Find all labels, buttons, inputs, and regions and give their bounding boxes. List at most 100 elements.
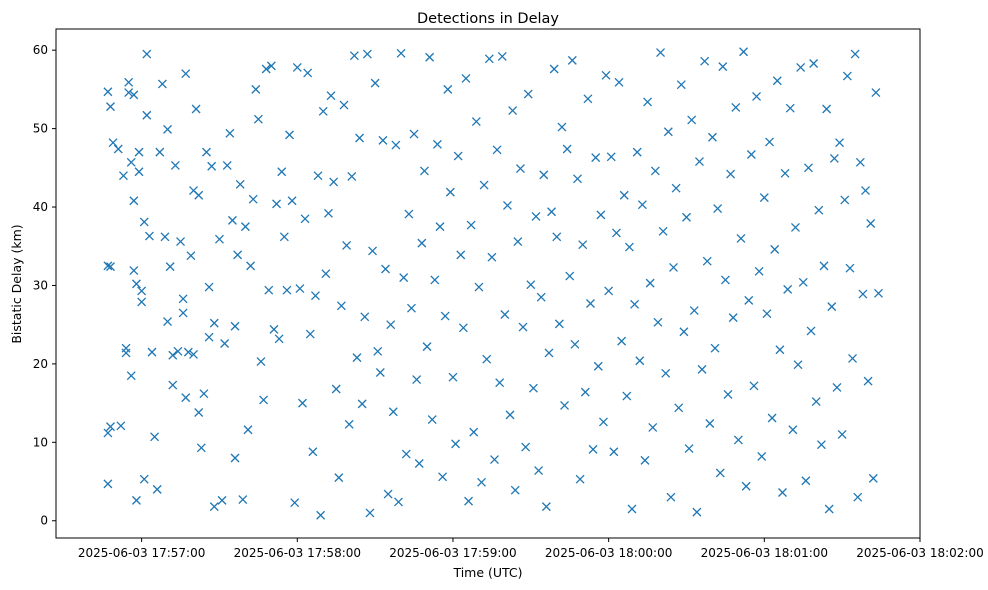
data-point [715,468,725,478]
data-point [780,168,790,178]
data-point [292,62,302,72]
data-point [285,130,294,140]
data-point [497,51,507,61]
data-point [106,102,115,112]
data-point [694,157,704,167]
data-point [689,306,699,316]
data-point [196,443,206,453]
data-point [261,64,271,74]
scatter-markers [103,47,883,520]
data-point [726,169,736,179]
data-point [388,407,398,417]
data-point [741,481,751,491]
data-point [217,495,227,505]
data-point [378,135,388,145]
data-point [362,49,372,59]
data-point [630,299,640,309]
data-point [199,389,209,399]
data-point [853,492,863,502]
data-point [707,132,717,142]
data-point [183,347,193,357]
data-point [500,310,510,319]
data-point [137,286,147,296]
data-point [298,398,307,408]
data-point [663,127,673,137]
data-point [871,88,881,97]
data-point [759,193,769,203]
data-point [129,266,139,276]
data-point [323,208,333,218]
data-point [157,79,167,89]
data-point [401,449,411,459]
data-point [801,476,811,486]
data-point [227,215,237,225]
data-point [790,222,800,232]
data-point [375,368,385,377]
data-point [176,237,186,247]
data-point [798,277,808,287]
data-point [116,421,126,431]
data-point [134,167,144,177]
data-point [160,232,170,242]
data-point [443,84,453,94]
data-point [414,459,424,468]
data-point [453,151,463,161]
data-point [560,400,570,410]
data-point [399,273,409,283]
data-point [440,311,450,321]
data-point [619,190,629,200]
data-point [300,214,310,224]
data-point [181,393,191,403]
data-point [191,104,201,114]
plot-frame [55,28,921,539]
data-point [427,415,437,425]
data-point [464,496,474,506]
data-point [448,372,458,382]
data-point [230,453,240,463]
data-point [451,439,461,449]
data-point [744,295,754,305]
data-point [617,336,627,346]
data-point [796,62,806,72]
data-point [355,133,365,143]
data-point [669,262,678,272]
data-point [528,383,538,393]
data-point [705,419,715,428]
data-point [264,285,274,295]
data-point [788,425,798,435]
data-point [583,94,593,104]
data-point [650,166,660,176]
data-point [604,286,614,296]
data-point [822,104,832,114]
data-point [861,186,870,196]
data-point [778,488,787,497]
data-point [368,246,378,256]
data-point [202,147,211,157]
data-point [541,502,551,512]
data-point [381,264,390,274]
data-point [728,313,738,323]
x-tick-label: 2025-06-03 18:01:00 [701,546,828,560]
data-point [305,329,315,339]
data-point [718,62,728,72]
data-point [106,262,115,272]
data-point [456,250,466,260]
data-point [783,284,793,294]
data-point [874,288,883,298]
data-point [627,504,637,514]
data-point [536,292,546,302]
data-point [365,508,375,518]
data-point [816,440,826,450]
data-point [765,137,774,147]
data-point [163,317,173,326]
data-point [837,430,847,439]
data-point [692,507,702,517]
data-point [422,342,432,352]
x-tick-label: 2025-06-03 18:02:00 [856,546,983,560]
data-point [238,495,248,505]
data-point [106,422,115,432]
data-point [144,231,154,241]
x-tick-label: 2025-06-03 17:59:00 [389,546,516,560]
data-point [326,91,336,101]
data-point [848,353,858,363]
